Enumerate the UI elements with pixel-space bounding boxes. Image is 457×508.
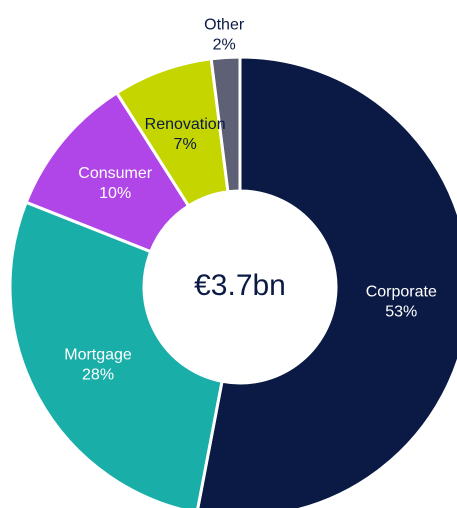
slice-label: Renovation xyxy=(145,116,226,133)
slice-label: Mortgage xyxy=(64,346,132,363)
slice-value-label: 2% xyxy=(213,37,236,54)
slice-value-label: 28% xyxy=(82,366,114,383)
donut-slice xyxy=(8,200,224,508)
slice-label: Other xyxy=(204,17,245,34)
slice-value-label: 7% xyxy=(174,136,197,153)
slice-value-label: 53% xyxy=(385,303,417,320)
slice-value-label: 10% xyxy=(99,185,131,202)
donut-slice xyxy=(209,55,242,194)
center-label: €3.7bn xyxy=(194,269,286,302)
donut-slice xyxy=(196,55,457,508)
slice-label: Consumer xyxy=(78,165,152,182)
slice-label: Corporate xyxy=(366,283,437,300)
